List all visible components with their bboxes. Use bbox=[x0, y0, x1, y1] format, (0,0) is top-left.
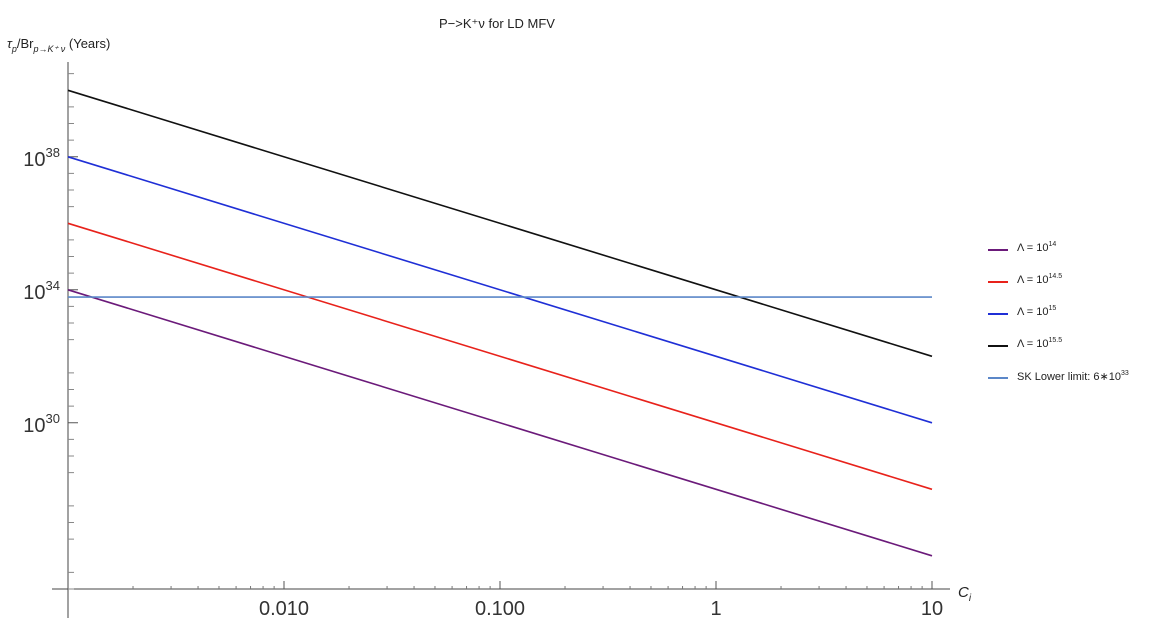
legend-label: Λ = 1015.5 bbox=[1017, 337, 1063, 350]
legend-swatch bbox=[988, 281, 1008, 283]
y-axis-label-suffix: (Years) bbox=[65, 36, 110, 51]
legend-item: SK Lower limit: 6∗1033 bbox=[985, 368, 1153, 400]
y-axis-label: τp/Brp→K⁺ ν (Years) bbox=[7, 36, 110, 54]
legend: Λ = 1014 Λ = 1014.5 Λ = 1015 Λ = 1015.5 … bbox=[985, 240, 1153, 400]
legend-label: Λ = 1014 bbox=[1017, 241, 1057, 254]
legend-swatch bbox=[988, 377, 1008, 379]
y-tick-label: 1034 bbox=[23, 278, 60, 304]
x-axis-label: Ci bbox=[958, 584, 972, 604]
legend-label: Λ = 1014.5 bbox=[1017, 273, 1063, 286]
x-axis-label-sub: i bbox=[969, 593, 972, 604]
legend-item: Λ = 1015.5 bbox=[985, 336, 1153, 368]
legend-item: Λ = 1015 bbox=[985, 304, 1153, 336]
x-ticks: 0.010 0.100 1 10 bbox=[259, 581, 943, 620]
y-axis-label-prefix: τ bbox=[7, 36, 13, 51]
legend-label: SK Lower limit: 6∗1033 bbox=[1017, 370, 1129, 383]
chart-title: P−>K⁺ν for LD MFV bbox=[439, 16, 555, 31]
x-tick-label: 1 bbox=[710, 598, 721, 620]
legend-item: Λ = 1014 bbox=[985, 240, 1153, 272]
series-line bbox=[67, 89, 933, 358]
legend-label: Λ = 1015 bbox=[1017, 305, 1057, 318]
series-line bbox=[67, 289, 933, 557]
y-tick-label: 1038 bbox=[23, 145, 60, 171]
legend-item: Λ = 1014.5 bbox=[985, 272, 1153, 304]
y-axis-label-prefix-sub: p bbox=[11, 44, 17, 54]
y-axis-label-middle-sub: p→K⁺ ν bbox=[33, 44, 66, 54]
series-line bbox=[67, 156, 933, 424]
legend-swatch bbox=[988, 313, 1008, 315]
x-tick-label: 0.010 bbox=[259, 598, 309, 620]
x-tick-label: 10 bbox=[921, 598, 943, 620]
legend-swatch bbox=[988, 345, 1008, 347]
minor-ticks bbox=[68, 73, 923, 590]
y-axis-label-middle: /Br bbox=[17, 36, 34, 51]
y-ticks: 1038 1034 1030 bbox=[23, 145, 78, 437]
series-line bbox=[67, 222, 933, 491]
x-tick-label: 0.100 bbox=[475, 598, 525, 620]
y-tick-label: 1030 bbox=[23, 411, 60, 437]
series-lines bbox=[67, 89, 933, 557]
legend-swatch bbox=[988, 249, 1008, 251]
x-axis-label-main: C bbox=[958, 584, 969, 601]
